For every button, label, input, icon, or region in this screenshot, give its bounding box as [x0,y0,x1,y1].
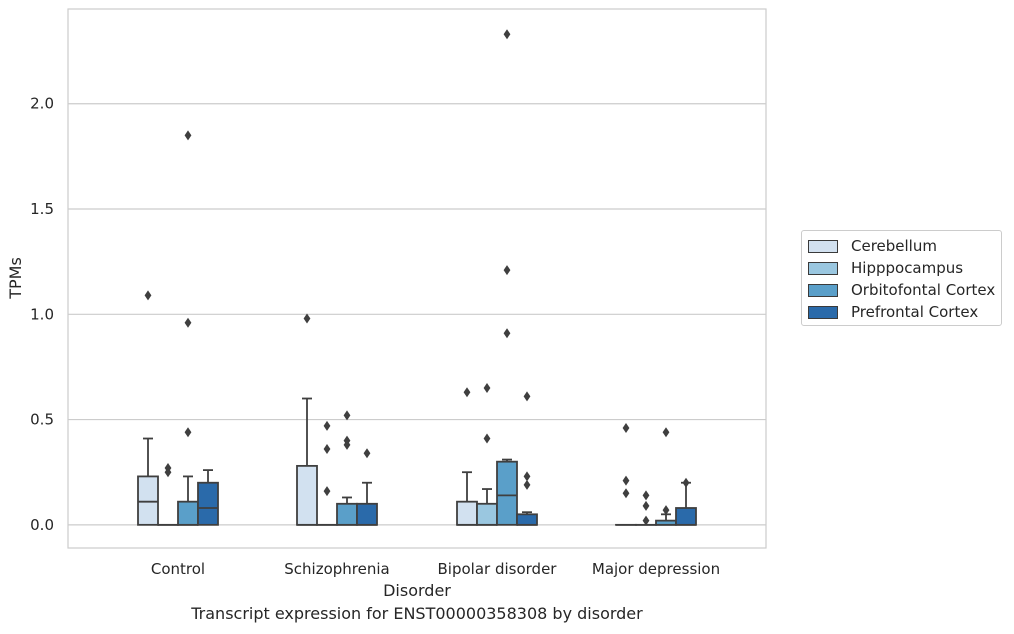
y-tick-label: 0.0 [30,516,54,534]
outlier-point [363,448,371,459]
box-rect [177,500,199,526]
box-orbitofontal-cortex [496,29,518,526]
y-tick-label: 0.5 [30,411,54,429]
x-tick-label: Control [151,560,205,578]
legend-item: Orbitofontal Cortex [808,279,1001,301]
box-orbitofontal-cortex [655,427,677,526]
outlier-point [343,410,351,421]
box-rect [197,481,219,526]
legend-item: Cerebellum [808,235,1001,257]
box-rect [356,502,378,526]
grid-lines [68,103,766,526]
outlier-point [523,471,531,482]
outlier-point [523,479,531,490]
y-tick-label: 1.0 [30,305,54,323]
box-rect [137,475,159,526]
outlier-point [523,391,531,402]
legend-swatch [808,305,838,319]
outlier-point [184,317,192,328]
outlier-point [323,486,331,497]
legend-item: Prefrontal Cortex [808,301,1001,323]
box-rect [476,502,498,526]
outlier-point [323,420,331,431]
outlier-point [483,433,491,444]
chart-caption: Transcript expression for ENST0000035830… [191,604,643,623]
outlier-point [622,488,630,499]
box-orbitofontal-cortex [177,130,199,526]
box-cerebellum [296,313,318,526]
legend-swatch [808,239,838,253]
x-tick-labels: Control Schizophrenia Bipolar disorder Majo… [151,560,720,578]
legend-item: Hipppocampus [808,257,1001,279]
legend: Cerebellum Hipppocampus Orbitofontal Corte… [801,230,1002,326]
box-rect [496,460,518,526]
outlier-point [184,130,192,141]
box-rect [336,502,358,526]
x-tick-label: Schizophrenia [284,560,389,578]
x-axis-label: Disorder [383,581,451,600]
legend-label: Prefrontal Cortex [851,303,979,321]
box-rect [456,500,478,526]
box-prefrontal-cortex [675,477,697,526]
box-cerebellum [456,387,478,526]
outlier-point [503,328,511,339]
x-tick-label: Bipolar disorder [438,560,558,578]
box-prefrontal-cortex [197,469,219,526]
legend-swatch [808,261,838,275]
box-cerebellum [137,290,159,526]
legend-label: Cerebellum [851,237,937,255]
box-orbitofontal-cortex [336,410,358,526]
legend-label: Orbitofontal Cortex [851,281,996,299]
legend-label: Hipppocampus [851,259,964,277]
outlier-point [323,444,331,455]
x-tick-label: Major depression [592,560,720,578]
outlier-point [483,382,491,393]
outlier-point [303,313,311,324]
box-rect [675,507,697,526]
outlier-point [642,490,650,501]
outlier-point [184,427,192,438]
outlier-point [662,427,670,438]
outlier-point [343,439,351,450]
box-hipppocampus [635,490,657,526]
outlier-point [144,290,152,301]
outlier-point [622,475,630,486]
box-hipppocampus [157,462,179,526]
y-tick-label: 1.5 [30,200,54,218]
y-tick-label: 2.0 [30,95,54,113]
outlier-point [662,505,670,516]
outlier-point [682,477,690,488]
y-tick-labels: 0.0 0.5 1.0 1.5 2.0 [30,95,54,534]
box-hipppocampus [476,382,498,526]
outlier-point [164,467,172,478]
plot-frame [67,8,767,549]
outlier-point [503,29,511,40]
box-prefrontal-cortex [516,391,538,526]
outlier-point [503,265,511,276]
box-rect [516,513,538,526]
box-cerebellum [615,422,637,526]
box-rect [296,464,318,526]
box-hipppocampus [316,420,338,526]
outlier-point [642,500,650,511]
legend-swatch [808,283,838,297]
box-prefrontal-cortex [356,448,378,526]
y-axis-label: TPMs [6,257,25,300]
outlier-point [642,515,650,526]
outlier-point [622,422,630,433]
outlier-point [463,387,471,398]
boxes [137,29,697,526]
